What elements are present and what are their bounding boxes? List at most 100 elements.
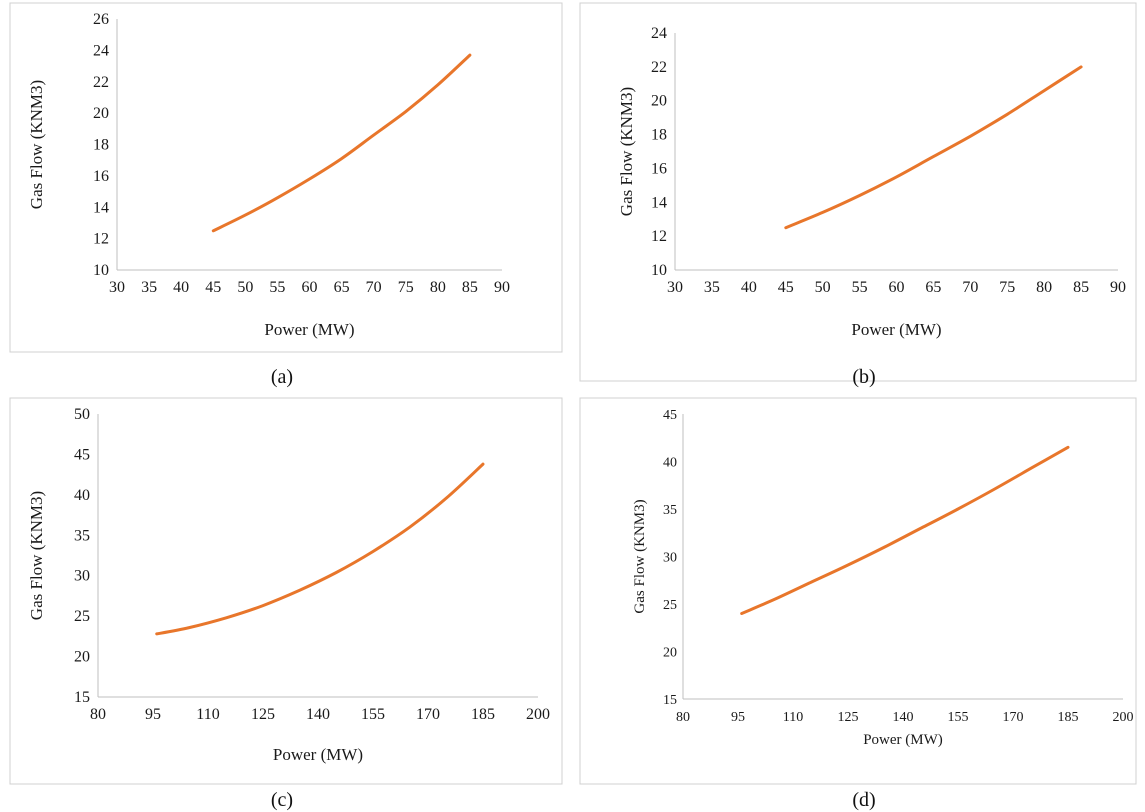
x-tick-label: 80 — [1036, 279, 1052, 296]
y-tick-label: 30 — [74, 568, 90, 585]
x-tick-label: 35 — [704, 279, 720, 296]
y-tick-label: 14 — [651, 194, 667, 211]
series-line-0 — [211, 53, 472, 233]
y-tick-label: 16 — [93, 168, 109, 185]
series-line-0 — [784, 65, 1083, 230]
x-tick-label: 55 — [852, 279, 868, 296]
panel-caption: (a) — [271, 366, 293, 388]
y-tick-label: 45 — [663, 408, 677, 423]
y-axis-title: Gas Flow (KNM3) — [632, 499, 648, 613]
x-tick-label: 185 — [471, 706, 495, 723]
x-tick-label: 90 — [494, 279, 510, 296]
series-line-0 — [155, 462, 485, 636]
x-tick-label: 125 — [251, 706, 275, 723]
x-tick-label: 40 — [173, 279, 189, 296]
y-axis-title: Gas Flow (KNM3) — [27, 491, 46, 620]
x-tick-label: 85 — [462, 279, 478, 296]
y-tick-label: 40 — [663, 456, 677, 471]
y-tick-label: 12 — [93, 231, 109, 248]
y-tick-label: 30 — [663, 551, 677, 566]
x-tick-label: 80 — [90, 706, 106, 723]
y-tick-label: 15 — [663, 693, 677, 708]
x-tick-label: 110 — [196, 706, 219, 723]
x-tick-label: 75 — [999, 279, 1015, 296]
chart-panel-b: 30 35 40 45 50 55 60 65 70 75 80 85 90 10 12 14 16 18 20 22… — [579, 2, 1137, 388]
y-tick-label: 20 — [74, 649, 90, 666]
y-tick-label: 24 — [651, 25, 667, 42]
y-tick-label: 20 — [651, 93, 667, 110]
y-tick-label: 16 — [651, 160, 667, 177]
y-axis-title: Gas Flow (KNM3) — [617, 87, 636, 216]
y-tick-label: 15 — [74, 689, 90, 706]
x-tick-label: 90 — [1110, 279, 1126, 296]
y-tick-label: 20 — [93, 105, 109, 122]
x-tick-label: 50 — [237, 279, 253, 296]
x-tick-label: 65 — [925, 279, 941, 296]
series-line-0 — [740, 445, 1070, 615]
x-tick-label: 30 — [667, 279, 683, 296]
x-axis-title: Power (MW) — [264, 320, 354, 339]
x-tick-label: 95 — [731, 710, 745, 725]
x-tick-label: 185 — [1058, 710, 1079, 725]
chart-panel-d: 80 95 110 125 140 155 170 185 200 15 20 25 30 35 40 45 P… — [579, 397, 1137, 811]
x-axis-title: Power (MW) — [273, 745, 363, 764]
y-tick-label: 12 — [651, 228, 667, 245]
y-tick-label: 10 — [93, 262, 109, 279]
chart-panel-c: 80 95 110 125 140 155 170 185 200 15 20 25 30 35 40 45 5… — [9, 397, 563, 811]
x-tick-label: 70 — [962, 279, 978, 296]
x-tick-label: 95 — [145, 706, 161, 723]
panel-border — [9, 397, 563, 785]
y-tick-label: 22 — [93, 74, 109, 91]
y-tick-label: 14 — [93, 199, 109, 216]
panel-caption: (c) — [271, 789, 293, 811]
x-tick-label: 55 — [269, 279, 285, 296]
y-tick-label: 35 — [663, 503, 677, 518]
x-tick-label: 155 — [948, 710, 969, 725]
y-tick-label: 40 — [74, 487, 90, 504]
x-tick-label: 140 — [306, 706, 330, 723]
panel-caption: (d) — [852, 789, 875, 811]
y-tick-label: 20 — [663, 646, 677, 661]
panel-border — [579, 2, 1137, 382]
panel-caption: (b) — [852, 366, 875, 388]
y-tick-label: 24 — [93, 42, 109, 59]
y-tick-label: 18 — [651, 127, 667, 144]
y-tick-label: 25 — [74, 608, 90, 625]
y-tick-label: 45 — [74, 446, 90, 463]
panel-border — [9, 2, 563, 353]
y-axis-title: Gas Flow (KNM3) — [27, 80, 46, 209]
y-tick-label: 35 — [74, 527, 90, 544]
x-tick-label: 170 — [416, 706, 440, 723]
y-tick-label: 18 — [93, 137, 109, 154]
x-tick-label: 45 — [778, 279, 794, 296]
x-tick-label: 170 — [1003, 710, 1024, 725]
x-tick-label: 45 — [205, 279, 221, 296]
x-tick-label: 50 — [815, 279, 831, 296]
x-tick-label: 125 — [838, 710, 859, 725]
x-tick-label: 155 — [361, 706, 385, 723]
x-tick-label: 80 — [430, 279, 446, 296]
x-tick-label: 140 — [893, 710, 914, 725]
x-tick-label: 60 — [889, 279, 905, 296]
y-tick-label: 26 — [93, 11, 109, 28]
x-tick-label: 60 — [302, 279, 318, 296]
x-tick-label: 35 — [141, 279, 157, 296]
x-axis-title: Power (MW) — [863, 732, 943, 748]
y-tick-label: 50 — [74, 406, 90, 423]
y-tick-label: 22 — [651, 59, 667, 76]
y-tick-label: 25 — [663, 598, 677, 613]
x-tick-label: 30 — [109, 279, 125, 296]
chart-panels: 30 35 40 45 50 55 60 65 70 75 80 85 90 10 12 14 16 18 20 22… — [9, 2, 1137, 811]
x-tick-label: 85 — [1073, 279, 1089, 296]
x-tick-label: 40 — [741, 279, 757, 296]
x-tick-label: 65 — [334, 279, 350, 296]
y-tick-label: 10 — [651, 262, 667, 279]
x-tick-label: 110 — [783, 710, 803, 725]
x-tick-label: 75 — [398, 279, 414, 296]
x-tick-label: 70 — [366, 279, 382, 296]
x-tick-label: 200 — [526, 706, 550, 723]
chart-panel-a: 30 35 40 45 50 55 60 65 70 75 80 85 90 10 12 14 16 18 20 22… — [9, 2, 563, 388]
x-tick-label: 80 — [676, 710, 690, 725]
x-axis-title: Power (MW) — [851, 320, 941, 339]
